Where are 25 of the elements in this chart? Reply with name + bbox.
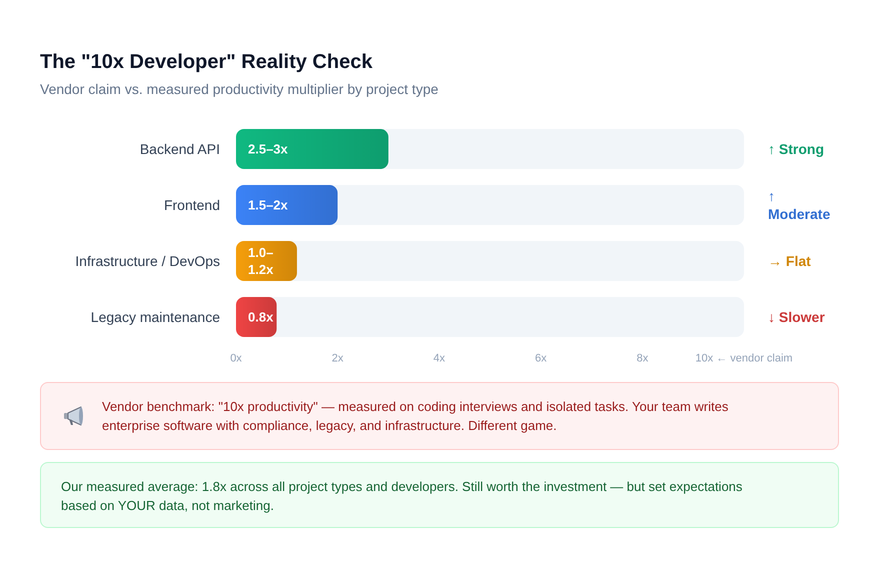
text: ↑ Moderate <box>768 188 830 222</box>
bar <box>236 185 338 225</box>
text: Vendor benchmark: "10x productivity" — measured on coding interviews and isolated tasks. Your team writes enterprise software with compliance, legacy, and infrastructure. Different game. <box>102 398 730 435</box>
text: → Flat <box>768 253 812 269</box>
text: ↑ Strong <box>768 141 824 157</box>
y-tick-label: Frontend <box>164 197 220 213</box>
x-tick-label: 4x <box>433 352 446 364</box>
data-label: 2.5–3x <box>248 142 289 156</box>
bar <box>236 241 297 281</box>
y-tick-label: Backend API <box>140 141 220 157</box>
data-label: 0.8x <box>248 310 274 324</box>
x-tick-label: 0x <box>230 352 242 364</box>
x-tick-label: 8x <box>636 352 649 364</box>
data-label: 1.0–1.2x <box>248 245 274 277</box>
chart-subtitle: Vendor claim vs. measured productivity multiplier by project type <box>40 80 438 98</box>
text: ↓ Slower <box>768 309 826 325</box>
x-tick-label: 2x <box>332 352 344 364</box>
y-tick-label: Legacy maintenance <box>90 309 220 325</box>
text: Our measured average: 1.8x across all project types and developers. Still worth the investment — but set expectations based on YOUR data, not marketing. <box>61 478 744 515</box>
x-tick-label: 6x <box>534 352 548 364</box>
bar <box>236 297 277 337</box>
chart-title: The "10x Developer" Reality Check <box>40 50 372 74</box>
data-label: 1.5–2x <box>248 198 289 212</box>
y-tick-label: Infrastructure / DevOps <box>75 253 220 269</box>
x-tick-label: 10x ← vendor claim <box>695 352 793 364</box>
